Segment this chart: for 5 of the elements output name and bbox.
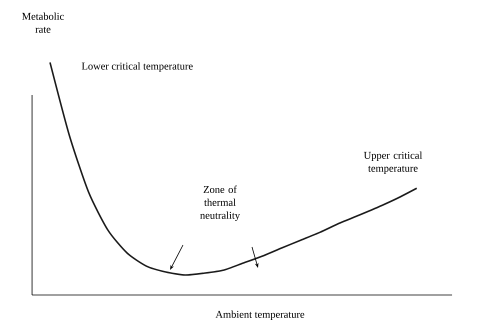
annotation: Zone of thermal neutrality	[200, 186, 240, 222]
annotation: Lower critical temperature	[82, 62, 193, 72]
x-axis-title: Ambient temperature	[216, 310, 304, 320]
annotation: Upper critical temperature	[364, 152, 422, 174]
y-axis-title: Metabolic rate	[22, 12, 64, 33]
